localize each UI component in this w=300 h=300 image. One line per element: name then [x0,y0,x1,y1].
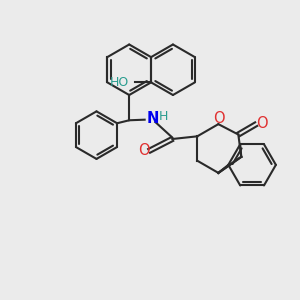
Text: O: O [138,143,150,158]
Text: O: O [256,116,267,131]
Text: HO: HO [110,76,129,89]
Text: H: H [159,110,168,123]
Text: O: O [213,111,225,126]
Text: N: N [147,111,159,126]
